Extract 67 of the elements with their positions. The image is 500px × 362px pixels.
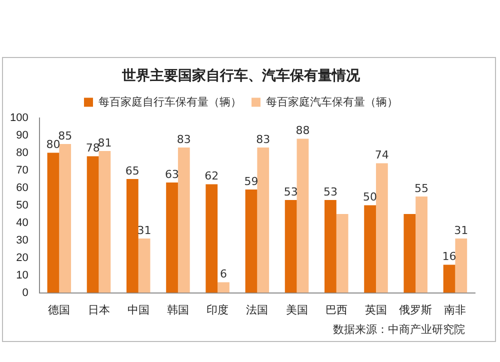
bar	[126, 179, 138, 293]
x-tick-label: 美国	[286, 303, 308, 316]
y-tick-label: 0	[22, 286, 28, 299]
y-tick-label: 40	[16, 216, 28, 229]
x-tick-label: 印度	[206, 303, 229, 316]
source-note: 数据来源：中商产业研究院	[333, 322, 465, 337]
data-label: 83	[256, 132, 270, 146]
bar	[364, 205, 376, 293]
data-label: 63	[165, 168, 180, 181]
bar	[218, 282, 230, 293]
bar	[336, 214, 348, 293]
x-tick-label: 韩国	[166, 303, 189, 316]
y-tick-label: 100	[10, 112, 28, 124]
legend-label: 每百家庭自行车保有量（辆）	[98, 95, 242, 108]
y-tick-label: 60	[16, 182, 28, 194]
x-tick-label: 德国	[48, 304, 70, 316]
data-label: 50	[363, 190, 378, 204]
bar	[59, 144, 72, 293]
x-tick-label: 巴西	[325, 304, 348, 316]
bar	[98, 151, 111, 293]
x-tick-label: 日本	[88, 303, 110, 316]
data-label: 55	[414, 182, 429, 195]
bar	[138, 238, 150, 293]
bar	[166, 182, 178, 293]
data-label: 6	[220, 268, 228, 281]
bar	[206, 184, 218, 293]
y-tick-label: 30	[16, 234, 28, 246]
bar	[86, 156, 99, 293]
data-label: 88	[296, 124, 310, 138]
bar	[178, 148, 190, 293]
bar	[416, 196, 428, 293]
y-tick-label: 90	[16, 129, 28, 142]
bar	[455, 238, 468, 293]
bar	[324, 200, 336, 293]
y-tick-label: 10	[16, 269, 28, 282]
bar	[404, 214, 416, 293]
data-label: 65	[125, 164, 140, 178]
y-tick-label: 50	[16, 199, 28, 212]
data-label: 31	[454, 224, 468, 237]
x-tick-label: 英国	[364, 303, 387, 316]
data-label: 53	[284, 185, 298, 198]
bar	[47, 152, 60, 293]
bar	[284, 200, 297, 293]
bar	[257, 148, 270, 293]
y-tick-label: 70	[16, 164, 28, 176]
data-label: 62	[204, 170, 219, 183]
data-label: 16	[442, 250, 456, 264]
x-tick-label: 南非	[444, 303, 466, 316]
y-tick-label: 20	[16, 252, 28, 264]
data-label: 83	[176, 132, 191, 146]
data-label: 74	[374, 148, 389, 162]
data-label: 59	[244, 174, 258, 188]
chart-title: 世界主要国家自行车、汽车保有量情况	[121, 67, 361, 84]
legend-label: 每百家庭汽车保有量（辆）	[266, 95, 398, 108]
bar	[296, 138, 309, 293]
x-tick-label: 法国	[246, 303, 268, 316]
bar	[376, 163, 388, 293]
y-tick-label: 80	[16, 146, 28, 159]
data-label: 80	[46, 138, 60, 152]
bar	[443, 264, 456, 293]
bar	[245, 190, 258, 293]
x-tick-label: 中国	[127, 303, 150, 316]
x-tick-label: 俄罗斯	[399, 303, 432, 316]
data-label: 78	[86, 142, 100, 155]
data-label: 81	[98, 136, 112, 150]
data-label: 53	[323, 185, 338, 198]
data-label: 85	[58, 129, 72, 142]
